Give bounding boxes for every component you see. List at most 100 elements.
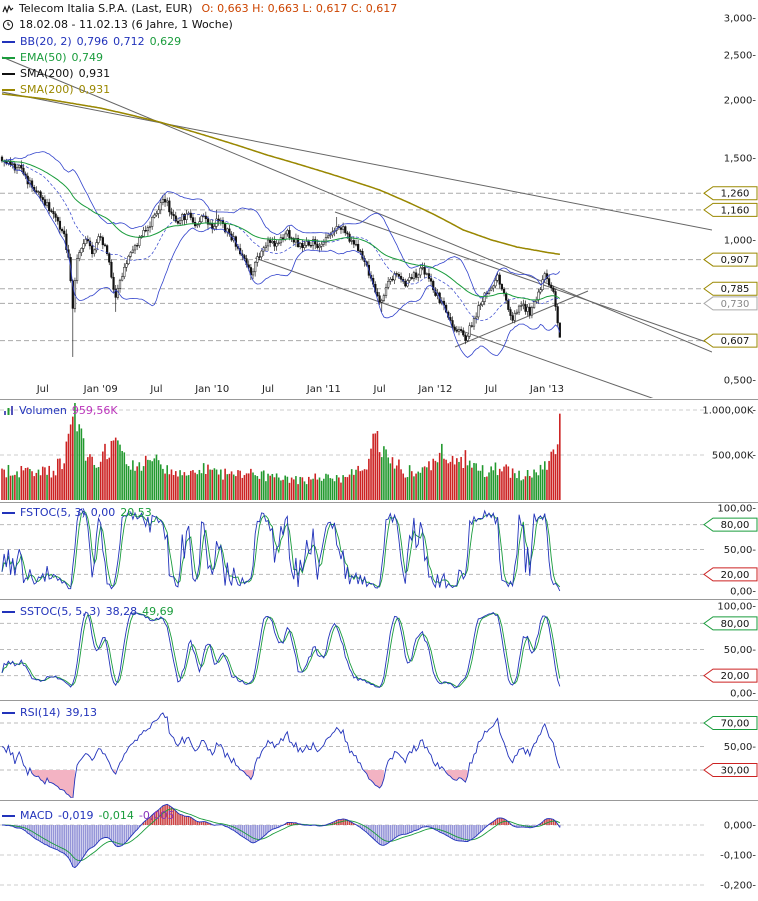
fstoc-d-value: 20,53 [120, 506, 152, 519]
svg-text:100,00-: 100,00- [717, 602, 756, 613]
svg-text:0,785: 0,785 [721, 284, 750, 295]
sma-black-line-marker [2, 72, 15, 75]
sma-olive-line-marker [2, 88, 15, 91]
rsi-header[interactable]: RSI(14) 39,13 [2, 706, 97, 719]
svg-text:50,00-: 50,00- [724, 645, 757, 656]
volume-header[interactable]: Volumen 959,56K [2, 404, 118, 417]
sstoc-line-marker [2, 610, 15, 613]
price-panel [0, 192, 704, 342]
rsi-value: 39,13 [65, 706, 97, 719]
macd-label: MACD [20, 809, 53, 822]
volume-bars-icon [2, 405, 14, 417]
svg-text:0,000-: 0,000- [724, 821, 757, 832]
sstoc-label: SSTOC(5, 5, 3) [20, 605, 101, 618]
level-badge [703, 668, 758, 683]
volume-value: 959,56K [71, 404, 118, 417]
svg-text:1,160: 1,160 [721, 205, 750, 216]
level-badge [703, 252, 758, 267]
svg-text:20,00: 20,00 [721, 671, 750, 682]
svg-text:0,907: 0,907 [721, 255, 750, 266]
date-range: 18.02.08 - 11.02.13 (6 Jahre, 1 Woche) [19, 18, 233, 31]
svg-text:100,00-: 100,00- [717, 504, 756, 515]
svg-text:1.000,00K-: 1.000,00K- [702, 406, 756, 417]
svg-text:0,607: 0,607 [721, 336, 750, 347]
svg-text:70,00: 70,00 [721, 719, 750, 730]
svg-text:1,500-: 1,500- [724, 153, 757, 164]
svg-text:1,000-: 1,000- [724, 235, 757, 246]
macd-signal-value: -0,014 [98, 809, 134, 822]
macd-header[interactable]: MACD -0,019 -0,014 -0,005 [2, 809, 174, 822]
svg-text:20,00: 20,00 [721, 570, 750, 581]
bb-line-marker [2, 40, 15, 43]
date-range-row: 18.02.08 - 11.02.13 (6 Jahre, 1 Woche) [2, 18, 233, 31]
legend-row-ema[interactable]: EMA(50) 0,749 [2, 51, 103, 64]
svg-text:Jul: Jul [261, 384, 274, 395]
level-badge [703, 281, 758, 296]
svg-text:80,00: 80,00 [721, 520, 750, 531]
svg-text:Jan '10: Jan '10 [194, 384, 229, 395]
level-badge [703, 616, 758, 631]
macd-value: -0,019 [57, 809, 94, 822]
chart-type-icon [2, 3, 14, 15]
clock-icon [2, 19, 14, 31]
sstoc-header[interactable]: SSTOC(5, 5, 3) 38,28 49,69 [2, 605, 174, 618]
legend-row-bb[interactable]: BB(20, 2) 0,796 0,712 0,629 [2, 35, 181, 48]
sstoc-panel [0, 611, 704, 689]
legend-row-sma-olive[interactable]: SMA(200) 0,931 [2, 83, 110, 96]
macd-panel [0, 803, 704, 886]
svg-text:-0,100-: -0,100- [720, 851, 756, 862]
volume-panel [0, 403, 704, 500]
macd-hist-value: -0,005 [138, 809, 175, 822]
svg-text:Jul: Jul [484, 384, 497, 395]
level-badges: 1,260 1,160 0,907 0,785 0,730 0,607 80,00 20,00… [703, 186, 758, 777]
ema-label: EMA(50) [20, 51, 67, 64]
svg-text:2,500-: 2,500- [724, 50, 757, 61]
svg-text:Jan '13: Jan '13 [529, 384, 564, 395]
svg-text:3,000-: 3,000- [724, 14, 757, 25]
bb-upper-value: 0,796 [76, 35, 109, 48]
svg-text:Jul: Jul [149, 384, 162, 395]
fstoc-panel [0, 508, 704, 592]
svg-text:Jul: Jul [36, 384, 49, 395]
fstoc-k-value: 0,00 [90, 506, 116, 519]
svg-text:Jul: Jul [373, 384, 386, 395]
ohlc-values: O: 0,663 H: 0,663 L: 0,617 C: 0,617 [201, 2, 398, 15]
svg-text:50,00-: 50,00- [724, 742, 757, 753]
rsi-line-marker [2, 711, 15, 714]
trend-lines [1, 56, 712, 398]
svg-text:500,00K-: 500,00K- [712, 451, 756, 462]
sma-olive-value: 0,931 [78, 83, 111, 96]
sma-black-value: 0,931 [78, 67, 111, 80]
sstoc-d-value: 49,69 [142, 605, 174, 618]
fstoc-header[interactable]: FSTOC(5, 3) 0,00 20,53 [2, 506, 152, 519]
legend-row-sma-black[interactable]: SMA(200) 0,931 [2, 67, 110, 80]
fstoc-label: FSTOC(5, 3) [20, 506, 86, 519]
rsi-label: RSI(14) [20, 706, 61, 719]
sma-olive-label: SMA(200) [20, 83, 74, 96]
volume-label: Volumen [19, 404, 67, 417]
svg-text:Jan '09: Jan '09 [83, 384, 118, 395]
level-badge [703, 517, 758, 532]
panel-separators [0, 399, 758, 801]
svg-text:0,500-: 0,500- [724, 375, 757, 386]
svg-text:50,00-: 50,00- [724, 545, 757, 556]
axis-labels: 3,000- 2,500- 2,000- 1,500- 1,000- 0,500- 1.00… [36, 14, 757, 892]
level-badge [703, 202, 758, 217]
svg-text:1,260: 1,260 [721, 189, 750, 200]
instrument-header: Telecom Italia S.P.A. (Last, EUR) O: 0,6… [2, 2, 397, 15]
level-badge [703, 763, 758, 777]
fstoc-line-marker [2, 511, 15, 514]
svg-text:Jan '11: Jan '11 [306, 384, 341, 395]
ema-line-marker [2, 56, 15, 59]
svg-text:2,000-: 2,000- [724, 95, 757, 106]
instrument-title: Telecom Italia S.P.A. (Last, EUR) [19, 2, 193, 15]
macd-line-marker [2, 814, 15, 817]
price-overlays [1, 93, 561, 358]
svg-text:80,00: 80,00 [721, 619, 750, 630]
sstoc-k-value: 38,28 [105, 605, 138, 618]
svg-text:0,00-: 0,00- [730, 587, 756, 598]
svg-text:-0,200-: -0,200- [720, 881, 756, 892]
level-badge [703, 296, 758, 311]
